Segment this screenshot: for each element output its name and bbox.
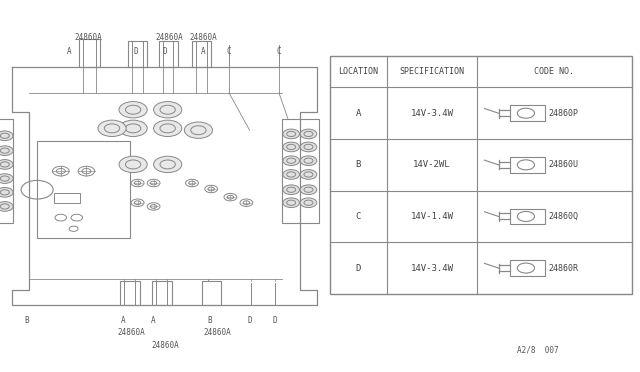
Circle shape [0,187,13,197]
Bar [159,41,178,67]
Text: CODE NO.: CODE NO. [534,67,574,76]
Text: C: C [227,47,232,56]
Text: A: A [151,316,156,325]
Circle shape [300,185,317,195]
Circle shape [154,120,182,137]
Text: 24860A: 24860A [189,33,218,42]
Text: A2/8  007: A2/8 007 [516,345,559,354]
Text: 24860A: 24860A [156,33,184,42]
Text: 24860A: 24860A [117,328,145,337]
Text: 14V-3.4W: 14V-3.4W [410,109,454,118]
Bar [510,260,545,276]
Bar [128,41,147,67]
Circle shape [300,170,317,179]
Circle shape [119,156,147,173]
Text: B: B [207,316,212,325]
Text: 24860U: 24860U [548,160,579,169]
Bar [120,281,140,305]
Text: D: D [356,264,361,273]
Circle shape [283,156,300,166]
Text: 24860P: 24860P [548,109,579,118]
Bar [79,39,100,67]
Circle shape [300,198,317,208]
Text: B: B [24,316,29,325]
Circle shape [283,142,300,152]
Circle shape [119,120,147,137]
Text: 14V-2WL: 14V-2WL [413,160,451,169]
Text: 24860A: 24860A [204,328,232,337]
Text: C: C [356,212,361,221]
Bar [510,105,545,121]
Bar [330,56,632,294]
Text: 14V-1.4W: 14V-1.4W [410,212,454,221]
Bar [37,141,130,238]
Text: 14V-3.4W: 14V-3.4W [410,264,454,273]
Text: 24860A: 24860A [74,33,102,42]
Text: B: B [356,160,361,169]
Bar [510,209,545,224]
Text: 24860R: 24860R [548,264,579,273]
Bar [192,41,211,67]
Text: A: A [201,47,206,56]
Circle shape [154,156,182,173]
Circle shape [184,122,212,138]
Text: D: D [133,47,138,56]
Text: C: C [276,47,282,56]
Bar [152,281,172,305]
Text: D: D [163,47,168,56]
Bar [282,119,319,223]
Circle shape [0,174,13,183]
Circle shape [300,142,317,152]
Text: A: A [356,109,361,118]
Bar [0,119,13,223]
Text: 24860A: 24860A [151,341,179,350]
Circle shape [0,160,13,169]
Text: A: A [121,316,126,325]
Text: LOCATION: LOCATION [339,67,378,76]
Text: D: D [247,316,252,325]
Circle shape [300,156,317,166]
Circle shape [283,170,300,179]
Text: 24860Q: 24860Q [548,212,579,221]
Circle shape [283,129,300,139]
Circle shape [98,120,126,137]
Circle shape [119,102,147,118]
Bar [510,157,545,173]
Text: A: A [67,47,72,56]
Circle shape [0,202,13,211]
Text: D: D [273,316,278,325]
Circle shape [300,129,317,139]
Bar [202,281,221,305]
Circle shape [154,102,182,118]
Bar [54,193,80,203]
Circle shape [283,198,300,208]
Text: SPECIFICATION: SPECIFICATION [399,67,465,76]
Circle shape [0,131,13,141]
Circle shape [283,185,300,195]
Circle shape [0,146,13,155]
